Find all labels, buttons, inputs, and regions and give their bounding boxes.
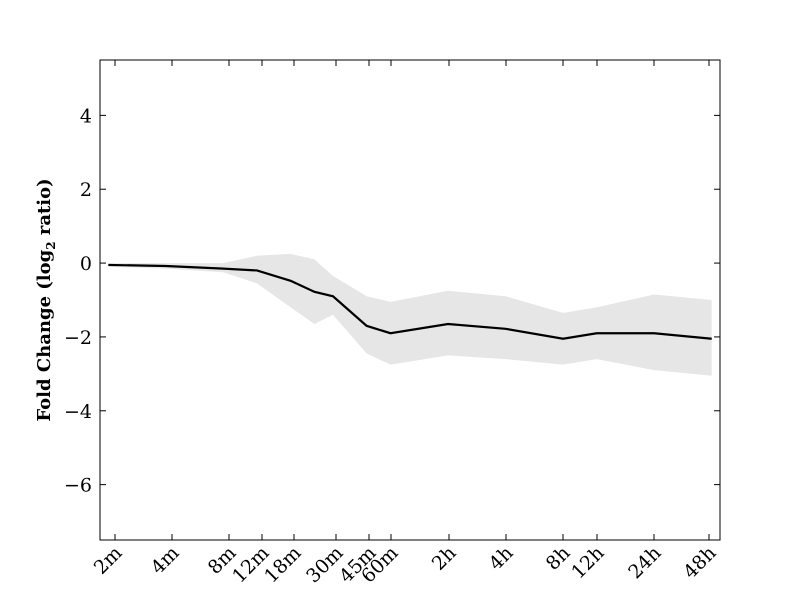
confidence-band	[108, 253, 712, 376]
x-tick-label: 48h	[679, 542, 720, 583]
x-tick-label: 2h	[428, 542, 461, 575]
y-tick-label: 0	[80, 253, 92, 275]
y-axis-label-suffix: ratio)	[34, 178, 55, 241]
x-tick-label: 30m	[302, 542, 347, 587]
x-tick-label: 12h	[567, 542, 608, 583]
confidence-band-layer	[108, 253, 712, 376]
x-tick-label: 4m	[147, 542, 184, 579]
y-tick-label: −2	[64, 327, 92, 349]
y-axis-label: Fold Change (log2 ratio)	[34, 178, 58, 421]
y-axis-label-subscript: 2	[44, 241, 58, 249]
y-tick-label: −6	[64, 475, 92, 497]
y-tick-label: 2	[80, 179, 92, 201]
series-line	[108, 263, 712, 340]
x-tick-label: 18m	[260, 542, 305, 587]
x-tick-label: 2m	[90, 542, 127, 579]
y-tick-label: −4	[64, 401, 92, 423]
series-line-layer	[108, 263, 712, 340]
plot-frame	[99, 59, 721, 541]
y-axis-label-main: Fold Change (log	[34, 249, 55, 421]
y-tick-label: 4	[80, 105, 92, 127]
x-tick-label: 4h	[485, 542, 518, 575]
y-axis: −6 −4 −2 0 2 4	[64, 105, 720, 497]
x-tick-label: 24h	[624, 542, 665, 583]
